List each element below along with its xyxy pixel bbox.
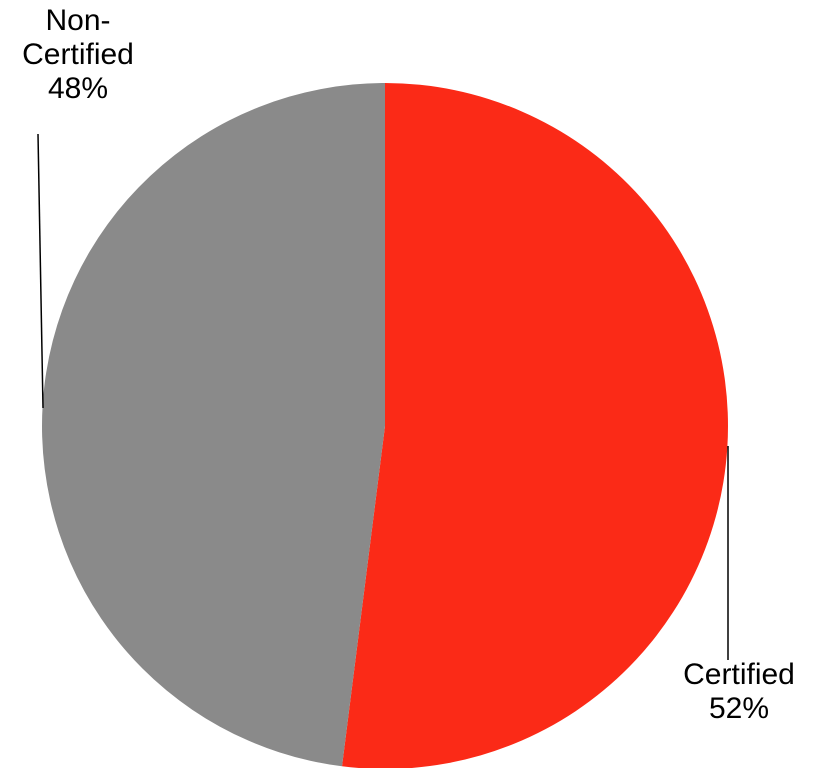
label-non-certified: Non- Certified 48% (18, 4, 138, 106)
label-certified-percent: 52% (708, 692, 770, 725)
leader-line-non-certified (37, 133, 44, 409)
label-certified: Certified 52% (664, 658, 814, 726)
pie-slice-non-certified (41, 83, 386, 767)
label-non-certified-percent: 48% (47, 72, 109, 105)
label-certified-line1: Certified (683, 658, 795, 691)
pie-slice-certified (342, 83, 728, 768)
label-non-certified-line2: Certified (22, 38, 134, 71)
label-non-certified-line1: Non- (45, 4, 111, 37)
